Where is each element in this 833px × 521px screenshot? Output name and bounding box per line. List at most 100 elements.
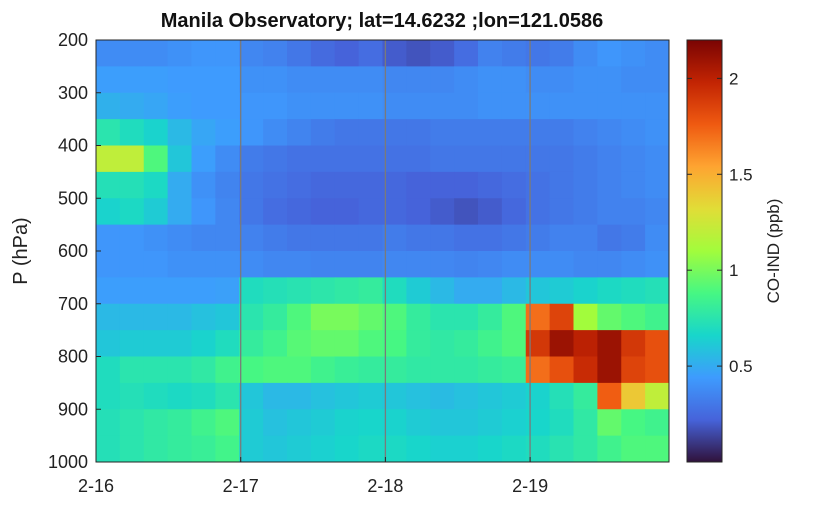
heatmap-cell	[310, 145, 336, 173]
heatmap-cell	[287, 92, 312, 120]
heatmap-cell	[334, 171, 360, 199]
heatmap-cell	[239, 145, 264, 173]
heatmap-cell	[549, 224, 575, 252]
heatmap-cell	[645, 198, 669, 226]
heatmap-cell	[143, 40, 169, 67]
heatmap-cell	[167, 330, 193, 358]
heatmap-cell	[573, 119, 598, 147]
heatmap-cell	[310, 224, 336, 252]
heatmap-cell	[597, 435, 622, 462]
heatmap-cell	[119, 435, 145, 462]
heatmap-cell	[167, 435, 193, 462]
heatmap-cell	[430, 40, 455, 67]
heatmap-cell	[215, 66, 240, 94]
heatmap-cell	[263, 382, 288, 410]
heatmap-cell	[478, 145, 503, 173]
heatmap-cell	[501, 145, 527, 173]
heatmap-cell	[549, 251, 575, 278]
heatmap-cell	[96, 224, 121, 252]
heatmap-cell	[215, 382, 240, 410]
heatmap-cell	[525, 251, 551, 278]
heatmap-cell	[549, 330, 575, 358]
heatmap-cell	[191, 40, 216, 67]
heatmap-cell	[239, 435, 264, 462]
heatmap-cell	[478, 40, 503, 67]
heatmap-cell	[549, 66, 575, 94]
heatmap-cell	[191, 303, 216, 331]
heatmap-cell	[239, 330, 264, 358]
heatmap-cell	[621, 224, 646, 252]
heatmap-cell	[406, 303, 431, 331]
heatmap-cell	[621, 171, 646, 199]
heatmap-cell	[167, 119, 193, 147]
heatmap-cell	[167, 303, 193, 331]
heatmap-cell	[406, 224, 431, 252]
heatmap-cell	[334, 145, 360, 173]
heatmap-cell	[215, 251, 240, 278]
heatmap-cell	[215, 119, 240, 147]
heatmap-cell	[191, 198, 216, 226]
heatmap-cell	[573, 251, 598, 278]
heatmap-cell	[525, 198, 551, 226]
heatmap-cell	[454, 40, 479, 67]
heatmap-cell	[167, 40, 193, 67]
heatmap-cell	[215, 224, 240, 252]
heatmap-cell	[358, 277, 384, 305]
heatmap-cell	[96, 303, 121, 331]
heatmap-cell	[573, 40, 598, 67]
heatmap-cell	[525, 330, 551, 358]
heatmap-cell	[119, 277, 145, 305]
heatmap-cell	[167, 224, 193, 252]
heatmap-cell	[406, 277, 431, 305]
heatmap-cell	[501, 224, 527, 252]
heatmap-cell	[143, 145, 169, 173]
heatmap-cell	[239, 119, 264, 147]
heatmap-cell	[191, 145, 216, 173]
heatmap-cell	[621, 145, 646, 173]
heatmap-cell	[215, 356, 240, 384]
heatmap-cell	[597, 303, 622, 331]
heatmap-cell	[239, 303, 264, 331]
y-tick-label: 300	[58, 83, 88, 103]
heatmap-cell	[573, 171, 598, 199]
heatmap-cell	[454, 356, 479, 384]
heatmap-cell	[645, 277, 669, 305]
heatmap-cell	[96, 119, 121, 147]
heatmap-cell	[119, 171, 145, 199]
heatmap-cell	[549, 198, 575, 226]
heatmap-cell	[645, 356, 669, 384]
heatmap-cell	[525, 409, 551, 437]
heatmap-cell	[358, 66, 384, 94]
heatmap-cell	[525, 277, 551, 305]
heatmap-cell	[478, 92, 503, 120]
heatmap-cell	[430, 198, 455, 226]
heatmap-cell	[478, 409, 503, 437]
heatmap-cell	[263, 198, 288, 226]
heatmap-cell	[525, 435, 551, 462]
heatmap-cell	[549, 356, 575, 384]
heatmap-cell	[454, 198, 479, 226]
heatmap-cell	[334, 303, 360, 331]
heatmap-cell	[645, 303, 669, 331]
heatmap-cell	[310, 277, 336, 305]
heatmap-cell	[239, 92, 264, 120]
heatmap-cell	[96, 198, 121, 226]
heatmap-cell	[382, 224, 407, 252]
heatmap-cell	[406, 330, 431, 358]
heatmap-cell	[358, 198, 384, 226]
heatmap-cell	[478, 66, 503, 94]
heatmap-cell	[525, 119, 551, 147]
heatmap-cell	[287, 66, 312, 94]
heatmap-cell	[191, 330, 216, 358]
heatmap-cell	[573, 198, 598, 226]
heatmap-cell	[382, 277, 407, 305]
heatmap-cell	[454, 171, 479, 199]
heatmap-cell	[573, 224, 598, 252]
heatmap-cell	[287, 119, 312, 147]
heatmap-cell	[621, 277, 646, 305]
heatmap-cell	[96, 251, 121, 278]
heatmap-cell	[119, 382, 145, 410]
heatmap-cell	[454, 303, 479, 331]
heatmap-cell	[334, 409, 360, 437]
